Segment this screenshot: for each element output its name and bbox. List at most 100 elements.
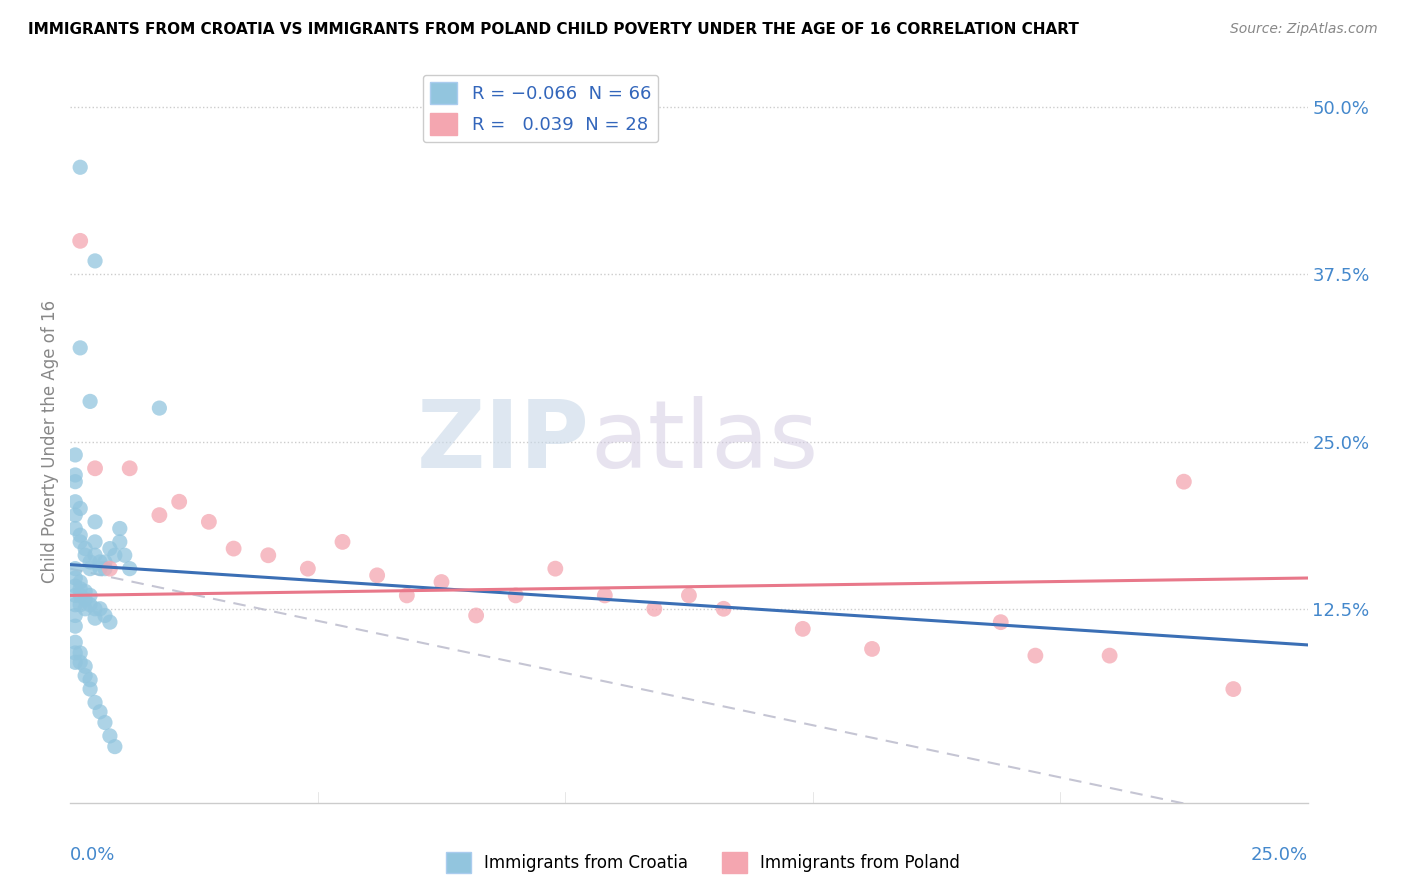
Point <box>79 673 101 687</box>
Point <box>69 655 91 669</box>
Point <box>860 642 883 657</box>
Point <box>98 541 121 556</box>
Point <box>65 494 87 508</box>
Point <box>75 548 97 563</box>
Point <box>104 548 127 563</box>
Point <box>89 555 111 569</box>
Point <box>104 739 127 754</box>
Point <box>69 501 91 516</box>
Point <box>1098 648 1121 663</box>
Point <box>65 635 87 649</box>
Point <box>257 548 280 563</box>
Point <box>678 589 700 603</box>
Text: atlas: atlas <box>591 395 818 488</box>
Text: 25.0%: 25.0% <box>1250 847 1308 864</box>
Point <box>89 562 111 576</box>
Point <box>430 575 453 590</box>
Legend: Immigrants from Croatia, Immigrants from Poland: Immigrants from Croatia, Immigrants from… <box>440 846 966 880</box>
Point <box>1173 475 1195 489</box>
Point <box>65 562 87 576</box>
Text: ZIP: ZIP <box>418 395 591 488</box>
Point <box>98 729 121 743</box>
Point <box>65 467 87 482</box>
Point <box>69 646 91 660</box>
Point <box>84 535 107 549</box>
Point <box>148 508 170 523</box>
Point <box>990 615 1012 630</box>
Point <box>69 535 91 549</box>
Point <box>65 619 87 633</box>
Point <box>65 589 87 603</box>
Point <box>75 602 97 616</box>
Point <box>98 615 121 630</box>
Point <box>65 598 87 612</box>
Point <box>69 528 91 542</box>
Point <box>114 548 136 563</box>
Point <box>65 646 87 660</box>
Point <box>65 608 87 623</box>
Point <box>84 254 107 268</box>
Point <box>94 608 117 623</box>
Point <box>65 521 87 535</box>
Point <box>69 575 91 590</box>
Point <box>79 394 101 409</box>
Point <box>167 494 190 508</box>
Text: Source: ZipAtlas.com: Source: ZipAtlas.com <box>1230 22 1378 37</box>
Point <box>108 535 131 549</box>
Point <box>75 659 97 673</box>
Point <box>75 669 97 683</box>
Point <box>713 602 735 616</box>
Point <box>94 715 117 730</box>
Point <box>332 535 354 549</box>
Point <box>65 475 87 489</box>
Text: 0.0%: 0.0% <box>70 847 115 864</box>
Point <box>366 568 388 582</box>
Point <box>69 582 91 596</box>
Point <box>94 555 117 569</box>
Point <box>69 598 91 612</box>
Point <box>79 598 101 612</box>
Point <box>1024 648 1046 663</box>
Point <box>108 521 131 535</box>
Point <box>79 589 101 603</box>
Point <box>84 611 107 625</box>
Point <box>65 448 87 462</box>
Point <box>84 461 107 475</box>
Point <box>65 655 87 669</box>
Point <box>198 515 221 529</box>
Point <box>89 602 111 616</box>
Point <box>94 562 117 576</box>
Point <box>84 602 107 616</box>
Point <box>792 622 814 636</box>
Point <box>84 515 107 529</box>
Point <box>69 589 91 603</box>
Point <box>297 562 319 576</box>
Point <box>544 562 567 576</box>
Point <box>79 681 101 696</box>
Point <box>148 401 170 416</box>
Point <box>69 161 91 175</box>
Point <box>465 608 488 623</box>
Point <box>395 589 418 603</box>
Point <box>75 584 97 599</box>
Point <box>65 571 87 585</box>
Y-axis label: Child Poverty Under the Age of 16: Child Poverty Under the Age of 16 <box>41 300 59 583</box>
Point <box>84 696 107 710</box>
Point <box>643 602 665 616</box>
Text: IMMIGRANTS FROM CROATIA VS IMMIGRANTS FROM POLAND CHILD POVERTY UNDER THE AGE OF: IMMIGRANTS FROM CROATIA VS IMMIGRANTS FR… <box>28 22 1078 37</box>
Point <box>118 562 141 576</box>
Point <box>65 508 87 523</box>
Point <box>222 541 245 556</box>
Point <box>69 234 91 248</box>
Point <box>75 541 97 556</box>
Point <box>79 562 101 576</box>
Point <box>98 562 121 576</box>
Point <box>69 341 91 355</box>
Point <box>79 555 101 569</box>
Point <box>75 592 97 607</box>
Legend: R = −0.066  N = 66, R =   0.039  N = 28: R = −0.066 N = 66, R = 0.039 N = 28 <box>423 75 658 143</box>
Point <box>65 579 87 593</box>
Point <box>84 548 107 563</box>
Point <box>593 589 616 603</box>
Point <box>1222 681 1244 696</box>
